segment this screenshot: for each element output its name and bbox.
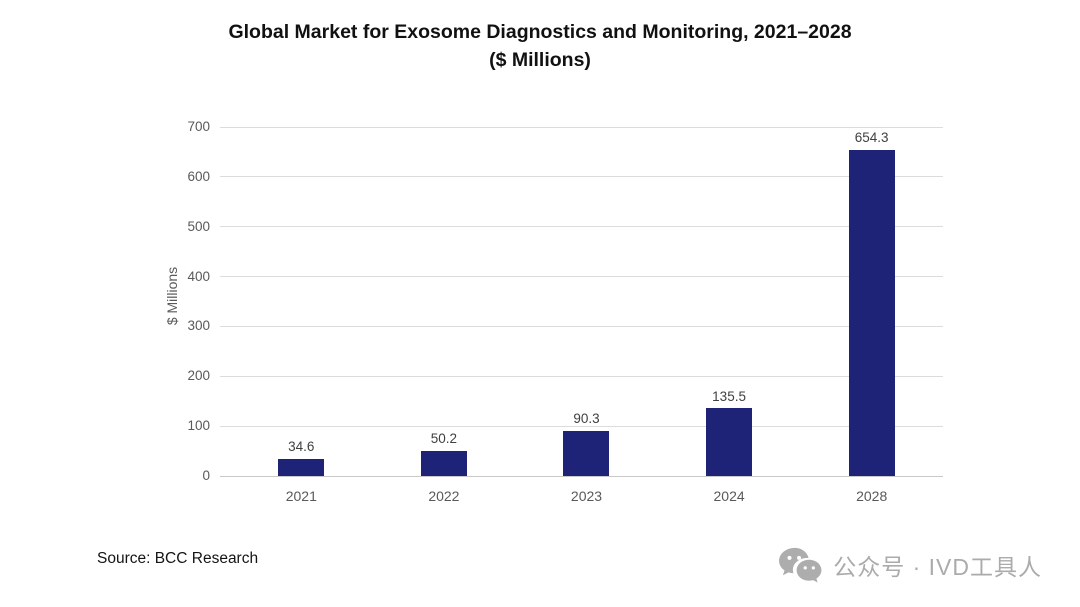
bar-2024 <box>706 408 753 476</box>
chart-title-block: Global Market for Exosome Diagnostics an… <box>0 17 1080 75</box>
watermark-text: 公众号 · IVD工具人 <box>833 554 1042 580</box>
x-tick-label-2023: 2023 <box>570 488 603 504</box>
bar-slot-2023: 90.3 <box>515 127 658 476</box>
bar-2028 <box>848 149 895 476</box>
gridline-100 <box>220 425 943 427</box>
bar-slot-2028: 654.3 <box>800 127 943 476</box>
gridline-300 <box>220 325 943 327</box>
y-tick-label-600: 600 <box>187 168 210 184</box>
x-tick-label-2024: 2024 <box>713 488 745 504</box>
x-axis-labels: 2021 2022 2023 2024 2028 <box>220 488 943 504</box>
bar-2021 <box>278 458 325 476</box>
bar-slot-2021: 34.6 <box>230 127 373 476</box>
x-tick-label-2022: 2022 <box>428 488 460 504</box>
y-tick-label-400: 400 <box>187 268 210 284</box>
bar-value-label-2023: 90.3 <box>573 411 600 427</box>
y-tick-label-300: 300 <box>187 318 210 334</box>
y-tick-label-0: 0 <box>202 468 210 483</box>
watermark: 公众号 · IVD工具人 <box>777 545 1042 585</box>
chart-subtitle: ($ Millions) <box>489 49 591 72</box>
y-tick-label-200: 200 <box>187 368 210 384</box>
gridline-0 <box>220 475 943 477</box>
bar-value-label-2022: 50.2 <box>430 431 458 447</box>
wechat-icon <box>779 547 822 583</box>
plot-area: 34.6 50.2 90.3 135.5 654.3 <box>220 126 943 477</box>
source-text: Source: BCC Research <box>97 550 259 567</box>
x-tick-label-2028: 2028 <box>856 488 888 504</box>
bar-slot-2022: 50.2 <box>373 127 516 476</box>
bar-value-label-2021: 34.6 <box>288 439 315 455</box>
y-tick-label-500: 500 <box>187 218 210 234</box>
y-tick-label-700: 700 <box>187 119 210 134</box>
chart-title: Global Market for Exosome Diagnostics an… <box>228 21 852 43</box>
bar-slot-2024: 135.5 <box>658 127 801 476</box>
gridline-200 <box>220 375 943 377</box>
gridline-600 <box>220 176 943 178</box>
gridline-700 <box>220 126 943 128</box>
x-tick-label-2021: 2021 <box>285 488 317 504</box>
bar-value-label-2024: 135.5 <box>712 388 746 404</box>
y-tick-label-100: 100 <box>187 418 210 434</box>
bars-row: 34.6 50.2 90.3 135.5 654.3 <box>220 127 943 476</box>
gridline-500 <box>220 226 943 228</box>
bar-2022 <box>420 450 467 476</box>
gridline-400 <box>220 276 943 278</box>
bar-2023 <box>563 430 610 476</box>
bar-value-label-2028: 654.3 <box>854 130 889 146</box>
